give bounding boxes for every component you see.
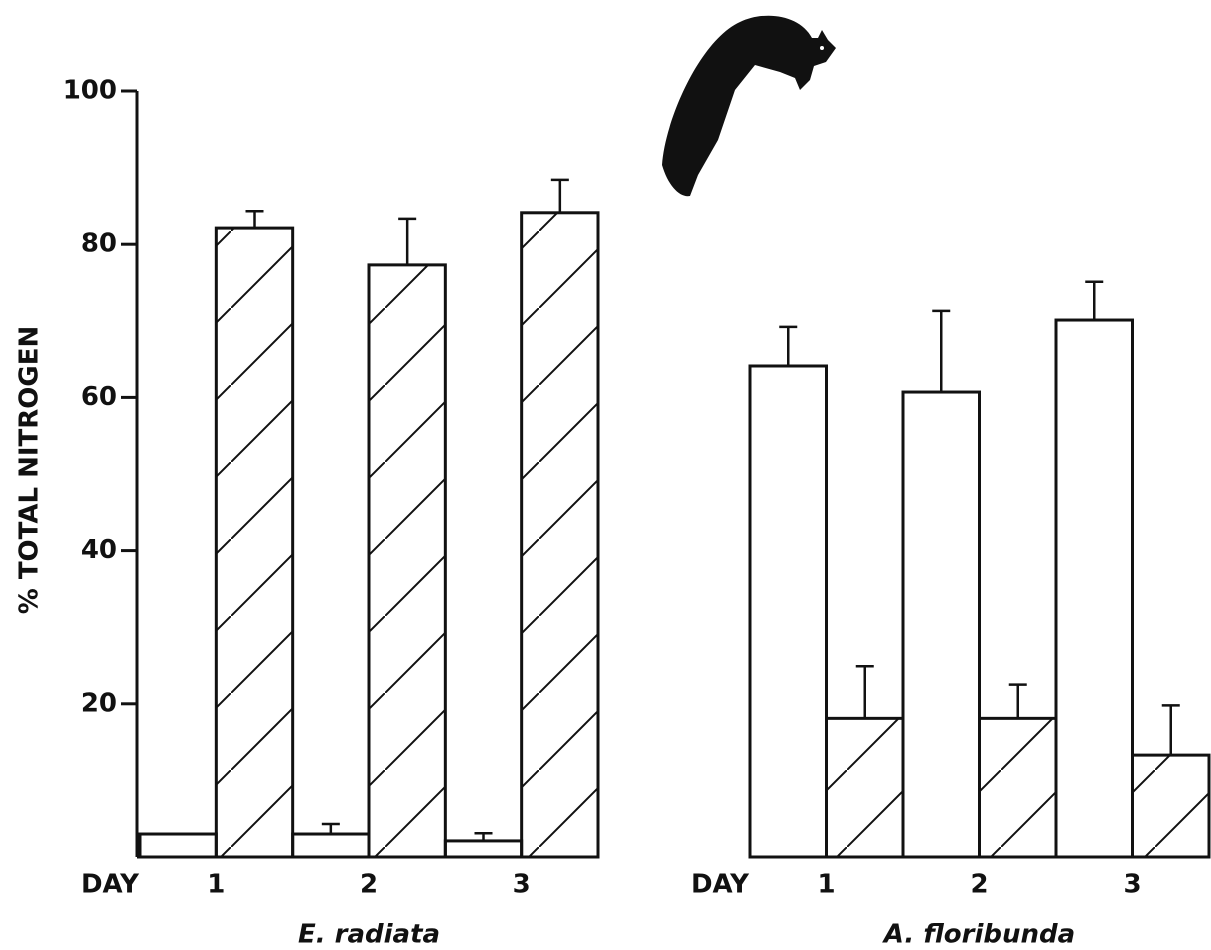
y-tick-label: 60	[81, 382, 117, 412]
y-axis-label: % TOTAL NITROGEN	[15, 326, 45, 615]
bar	[980, 718, 1057, 857]
bar	[1056, 320, 1133, 857]
bar	[827, 718, 904, 857]
bar	[750, 366, 827, 857]
possum-eye	[820, 46, 824, 50]
possum-icon	[662, 16, 836, 197]
bar	[216, 228, 292, 857]
y-tick-label: 40	[81, 535, 117, 565]
day-label: DAY	[691, 870, 750, 900]
bar	[1133, 755, 1210, 857]
day-label: DAY	[81, 870, 140, 900]
x-tick-label: 1	[817, 870, 835, 900]
bar	[445, 841, 521, 857]
panel-title: A. floribunda	[882, 920, 1075, 950]
x-tick-label: 3	[1123, 870, 1141, 900]
page: % TOTAL NITROGEN 20 40 60 80 100 DAY 1 2 3 E. rad…	[0, 0, 1211, 950]
x-tick-label: 2	[360, 870, 378, 900]
bar	[293, 834, 369, 857]
panel-title: E. radiata	[298, 920, 440, 950]
bar	[522, 213, 598, 857]
chart: % TOTAL NITROGEN 20 40 60 80 100 DAY 1 2 3 E. rad…	[0, 0, 1211, 950]
x-tick-label: 2	[970, 870, 988, 900]
y-tick-label: 100	[63, 76, 117, 106]
y-tick-label: 20	[81, 688, 117, 718]
bar	[903, 392, 980, 857]
y-tick-label: 80	[81, 229, 117, 259]
bar	[140, 834, 216, 857]
x-tick-label: 3	[513, 870, 531, 900]
bar	[369, 265, 445, 857]
x-tick-label: 1	[207, 870, 225, 900]
